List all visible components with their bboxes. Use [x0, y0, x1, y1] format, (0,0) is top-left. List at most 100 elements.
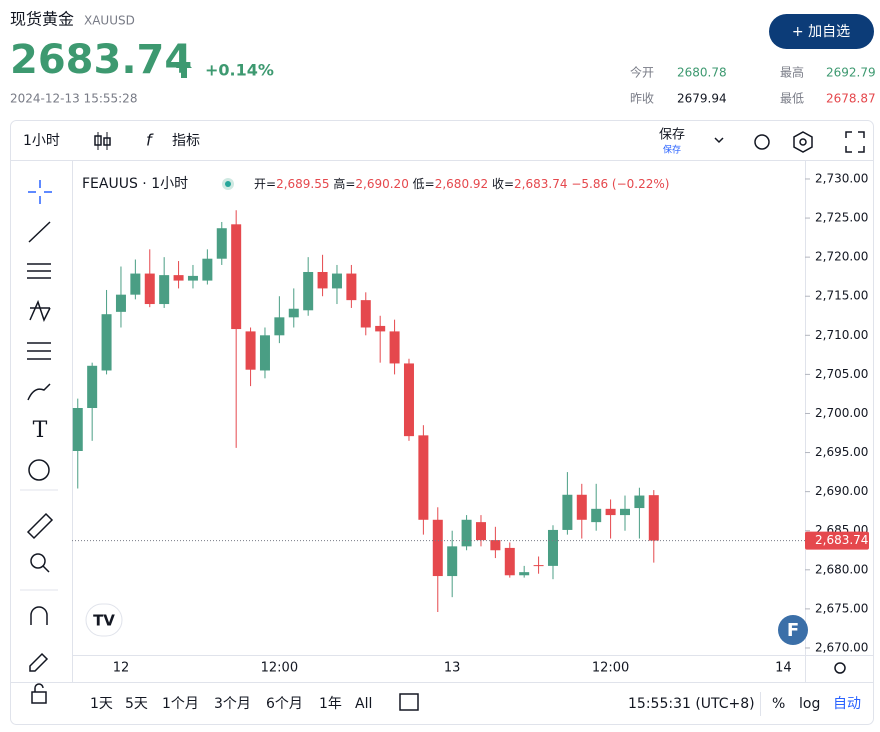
candle-body	[216, 228, 227, 259]
range-button[interactable]: 3个月	[214, 696, 251, 712]
clock: 15:55:31 (UTC+8)	[628, 696, 755, 712]
candle-body	[202, 258, 213, 281]
last-price-box	[805, 531, 869, 550]
alert-icon[interactable]	[754, 134, 770, 150]
candle-body	[72, 408, 83, 451]
fx-icon: f	[146, 131, 154, 150]
candle-body	[360, 300, 371, 328]
percent-toggle[interactable]: %	[772, 696, 785, 712]
candle-body	[159, 275, 170, 305]
price: 2683.74	[10, 37, 192, 83]
symbol: XAUUSD	[84, 14, 135, 28]
y-tick-label: 2,730.00	[815, 171, 868, 185]
svg-text:T: T	[33, 418, 48, 443]
save[interactable]: 保存	[659, 128, 685, 143]
date-range-icon[interactable]	[399, 693, 419, 711]
stat-label: 最高	[780, 65, 804, 80]
indicators[interactable]: 指标	[172, 133, 200, 149]
stat-label: 最低	[780, 92, 804, 106]
range-button[interactable]: 1年	[319, 696, 342, 712]
y-tick-label: 2,725.00	[815, 211, 868, 225]
candle-body	[547, 529, 558, 566]
dropdown[interactable]	[714, 137, 724, 144]
candle-body	[303, 271, 314, 311]
change: +0.14%	[205, 61, 274, 80]
candle-body	[504, 547, 515, 576]
f-logo[interactable]	[778, 615, 808, 645]
log-toggle[interactable]: log	[799, 696, 820, 712]
chart-card	[10, 120, 874, 725]
candle-body	[173, 275, 184, 281]
tv-logo[interactable]	[85, 603, 123, 637]
y-tick-label: 2,695.00	[815, 445, 868, 459]
candle-body	[130, 273, 141, 295]
candle-body	[576, 494, 587, 520]
settings-icon[interactable]	[793, 131, 813, 153]
legend-label: 开=	[254, 177, 276, 191]
candle-body	[144, 273, 155, 305]
range-button[interactable]: 1天	[90, 696, 113, 712]
candle-body	[346, 273, 357, 301]
candle-body	[115, 294, 126, 312]
candle-body	[331, 273, 342, 289]
y-tick-label: 2,715.00	[815, 289, 868, 303]
y-tick-label: 2,670.00	[815, 640, 868, 654]
y-tick-label: 2,690.00	[815, 484, 868, 498]
candle-body	[519, 572, 530, 576]
candle-body	[87, 365, 98, 408]
save-sub: 保存	[663, 144, 681, 156]
timestamp: 2024-12-13 15:55:28	[10, 92, 137, 106]
range-bar: 1天 5天 1个月 3个月 6个月 1年 All	[90, 696, 372, 712]
legend-label: 低=	[413, 177, 435, 191]
stat-label: 今开	[630, 65, 654, 80]
add-button-label: + 加自选	[792, 24, 850, 40]
add-button[interactable]	[769, 14, 874, 49]
candle-body	[475, 522, 486, 541]
stat-value: 2692.79	[826, 66, 876, 80]
candle-body	[605, 508, 616, 516]
candle-body	[231, 224, 242, 330]
y-tick-label: 2,700.00	[815, 406, 868, 420]
candle-body	[375, 325, 386, 332]
x-tick-label: 12	[113, 661, 130, 676]
range-button[interactable]: 5天	[125, 696, 148, 712]
y-tick-label: 2,680.00	[815, 562, 868, 576]
candle-body	[418, 435, 429, 520]
candle-body	[187, 275, 198, 281]
x-tick-label: 13	[444, 661, 461, 676]
legend-symbol: FEAUUS · 1小时	[82, 176, 188, 192]
candle-body	[317, 271, 328, 289]
range-button[interactable]: 1个月	[162, 696, 199, 712]
axis-settings[interactable]	[834, 662, 846, 674]
plot: 2,670.002,675.002,680.002,685.002,690.00…	[72, 171, 869, 676]
left-tools: T	[20, 180, 58, 704]
candle-body	[259, 335, 270, 371]
candle-body	[591, 508, 602, 523]
candle-body	[389, 331, 400, 364]
candle-body	[533, 565, 544, 567]
tv-logo-text: TV	[93, 612, 115, 630]
auto-toggle[interactable]: 自动	[833, 696, 861, 712]
candle-body	[461, 519, 472, 547]
status-dot-core	[225, 181, 231, 187]
x-tick-label: 12:00	[261, 661, 298, 676]
legend-label: 收=	[492, 177, 514, 191]
range-button[interactable]: All	[355, 696, 372, 712]
interval[interactable]: 1小时	[23, 133, 60, 149]
y-tick-label: 2,675.00	[815, 601, 868, 615]
fullscreen-icon[interactable]	[845, 131, 865, 153]
candle-body	[403, 363, 414, 437]
f-logo-text: F	[787, 620, 799, 641]
legend-label: 高=	[333, 176, 355, 191]
legend-change: −5.86 (−0.22%)	[571, 177, 669, 191]
stat-value: 2679.94	[677, 92, 727, 106]
legend-value: 2,680.92	[435, 177, 488, 191]
candle-icon[interactable]	[94, 132, 111, 150]
stat-value: 2678.87	[826, 92, 876, 106]
candle-body	[562, 494, 573, 530]
candle-body	[274, 317, 285, 336]
range-button[interactable]: 6个月	[266, 696, 303, 712]
candle-body	[288, 308, 299, 318]
candle-body	[447, 546, 458, 577]
